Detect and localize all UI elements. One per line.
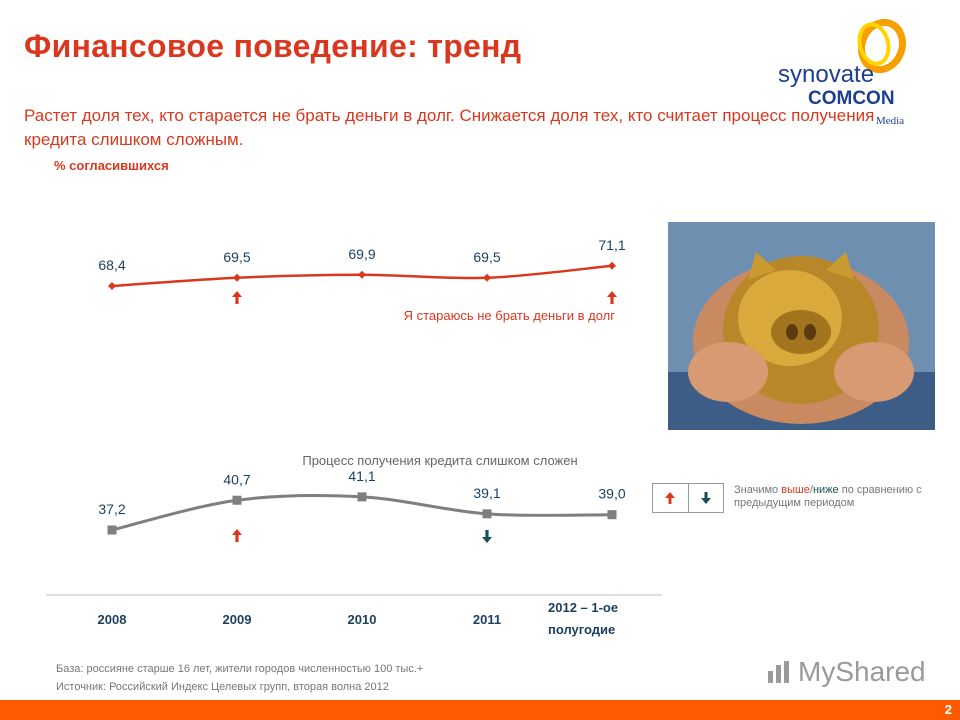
x-tick-label: 2009 [223, 612, 252, 627]
series-2-name-label: Процесс получения кредита слишком сложен [302, 453, 577, 468]
significance-arrow-up-icon [607, 291, 617, 304]
page-number: 2 [944, 702, 952, 717]
series-2-point [107, 525, 117, 535]
piggy-bank-photo [668, 222, 935, 430]
footnote: База: россияне старше 16 лет, жители гор… [56, 660, 423, 696]
legend-higher: выше [781, 484, 810, 496]
series-1-point [358, 270, 366, 279]
series-1-point [233, 273, 241, 282]
series-2-point [232, 495, 242, 505]
series-1-point [483, 273, 491, 282]
series-2-data-label: 39,0 [598, 486, 625, 502]
legend-lower: ниже [812, 484, 839, 496]
synovate-comcon-logo: synovate COMCON Media [778, 18, 907, 127]
series-1-data-label: 69,5 [473, 249, 500, 265]
significance-arrow-down-icon [482, 530, 492, 543]
arrow-up-icon [665, 492, 676, 504]
series-2-point [357, 492, 367, 502]
series-2-data-label: 39,1 [473, 485, 500, 501]
logo-text-media: Media [876, 115, 904, 127]
legend-suffix: по сравнению с предыдущим периодом [734, 484, 922, 509]
significance-down-cell [687, 484, 724, 512]
x-tick-label: 2008 [98, 612, 127, 627]
series-1-name-label: Я стараюсь не брать деньги в долг [404, 308, 616, 323]
series-2-point [607, 510, 617, 520]
x-tick-label: 2011 [473, 612, 501, 627]
significance-arrow-up-icon [232, 291, 242, 304]
significance-legend-text: Значимо выше/ниже по сравнению с предыду… [734, 484, 960, 510]
x-tick-label: полугодие [548, 622, 615, 637]
legend-prefix: Значимо [734, 484, 782, 496]
footnote-base: База: россияне старше 16 лет, жители гор… [56, 663, 424, 675]
footer-bar [0, 700, 960, 720]
series-1-point [608, 261, 616, 270]
watermark: MyShared [766, 656, 926, 688]
series-1-data-label: 71,1 [598, 237, 625, 253]
series-2-data-label: 40,7 [223, 471, 250, 487]
unit-label: % согласившихся [54, 158, 169, 173]
arrow-down-icon [700, 492, 711, 504]
x-tick-label: 2010 [348, 612, 377, 627]
series-1-point [108, 282, 116, 290]
page-subtitle: Растет доля тех, кто старается не брать … [24, 106, 875, 149]
series-1-data-label: 69,5 [223, 249, 250, 265]
watermark-text: MyShared [798, 656, 926, 687]
footnote-source: Источник: Российский Индекс Целевых груп… [56, 681, 389, 693]
significance-arrow-up-icon [232, 529, 242, 542]
significance-legend-box [652, 483, 724, 513]
series-2-data-label: 37,2 [98, 501, 125, 517]
legend-slash: / [809, 484, 813, 496]
watermark-icon [768, 661, 789, 683]
series-2-data-label: 41,1 [348, 468, 375, 484]
page-title: Финансовое поведение: тренд [24, 28, 522, 64]
logo-text-comcon: COMCON [808, 88, 895, 109]
significance-up-cell [653, 484, 688, 512]
logo-text-synovate: synovate [778, 61, 874, 88]
x-tick-label: 2012 – 1-ое [548, 600, 618, 615]
series-2-point [482, 509, 492, 519]
series-1-data-label: 68,4 [98, 257, 125, 273]
series-1-data-label: 69,9 [348, 246, 375, 262]
